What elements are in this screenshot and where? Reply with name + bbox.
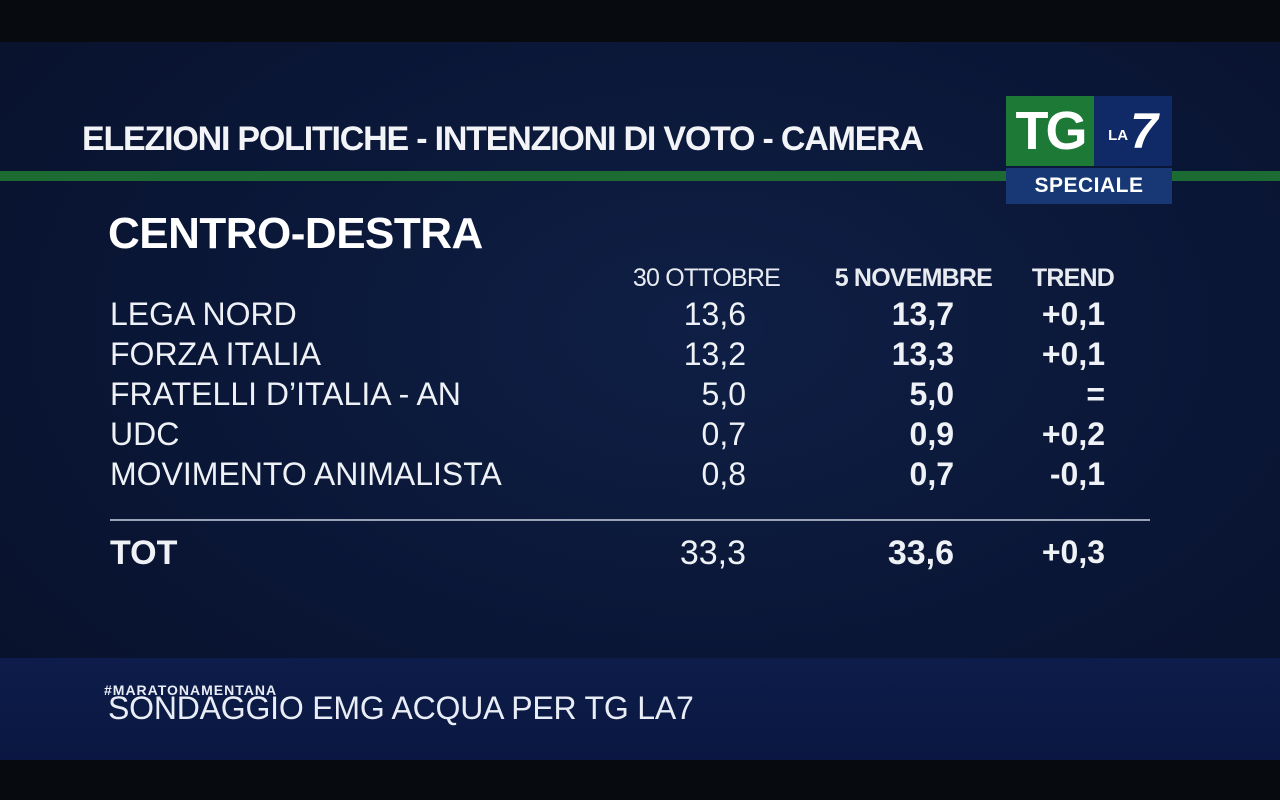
- trend-value: +0,2: [1041, 416, 1105, 452]
- poll-source: SONDAGGIO EMG ACQUA PER TG LA7: [108, 690, 694, 726]
- party-name: FRATELLI D’ITALIA - AN: [110, 376, 461, 412]
- tg-la7-logo: TG LA 7 SPECIALE: [1006, 96, 1172, 204]
- value-5-novembre: 5,0: [909, 376, 954, 412]
- total-label: TOT: [110, 534, 178, 572]
- party-name: FORZA ITALIA: [110, 336, 321, 372]
- logo-la7: LA 7: [1094, 96, 1172, 166]
- party-name: LEGA NORD: [110, 296, 297, 332]
- party-name: MOVIMENTO ANIMALISTA: [110, 456, 502, 492]
- column-header-5-novembre: 5 NOVEMBRE: [834, 264, 993, 292]
- value-5-novembre: 13,7: [891, 296, 954, 332]
- logo-speciale: SPECIALE: [1006, 168, 1172, 204]
- table-row: FORZA ITALIA 13,2 13,3 +0,1: [0, 336, 1280, 376]
- lower-third-band: [0, 658, 1280, 760]
- logo-tg: TG: [1006, 96, 1094, 166]
- total-row: TOT 33,3 33,6 +0,3: [0, 534, 1280, 574]
- trend-value: +0,1: [1041, 336, 1105, 372]
- table-divider: [110, 519, 1150, 521]
- trend-value: =: [1086, 376, 1105, 412]
- section-title: CENTRO-DESTRA: [108, 209, 483, 258]
- headline: ELEZIONI POLITICHE - INTENZIONI DI VOTO …: [82, 120, 924, 158]
- value-30-ottobre: 0,7: [701, 416, 746, 452]
- total-5-novembre: 33,6: [887, 534, 954, 572]
- logo-top: TG LA 7: [1006, 96, 1172, 166]
- logo-la: LA: [1108, 126, 1129, 144]
- table-row: UDC 0,7 0,9 +0,2: [0, 416, 1280, 456]
- broadcast-screen: ELEZIONI POLITICHE - INTENZIONI DI VOTO …: [0, 42, 1280, 760]
- total-trend: +0,3: [1041, 534, 1105, 570]
- value-5-novembre: 0,7: [909, 456, 954, 492]
- hashtag: #MARATONAMENTANA: [104, 682, 278, 698]
- total-30-ottobre: 33,3: [679, 534, 746, 572]
- table-row: LEGA NORD 13,6 13,7 +0,1: [0, 296, 1280, 336]
- value-30-ottobre: 5,0: [701, 376, 746, 412]
- column-header-trend: TREND: [1031, 264, 1115, 292]
- party-name: UDC: [110, 416, 180, 452]
- value-5-novembre: 0,9: [909, 416, 954, 452]
- table-row: MOVIMENTO ANIMALISTA 0,8 0,7 -0,1: [0, 456, 1280, 496]
- green-divider-line: [0, 171, 1280, 181]
- trend-value: +0,1: [1041, 296, 1105, 332]
- value-5-novembre: 13,3: [891, 336, 954, 372]
- logo-seven: 7: [1130, 103, 1158, 159]
- trend-value: -0,1: [1049, 456, 1105, 492]
- value-30-ottobre: 0,8: [701, 456, 746, 492]
- column-header-30-ottobre: 30 OTTOBRE: [632, 264, 781, 292]
- value-30-ottobre: 13,2: [683, 336, 746, 372]
- table-row: FRATELLI D’ITALIA - AN 5,0 5,0 =: [0, 376, 1280, 416]
- value-30-ottobre: 13,6: [683, 296, 746, 332]
